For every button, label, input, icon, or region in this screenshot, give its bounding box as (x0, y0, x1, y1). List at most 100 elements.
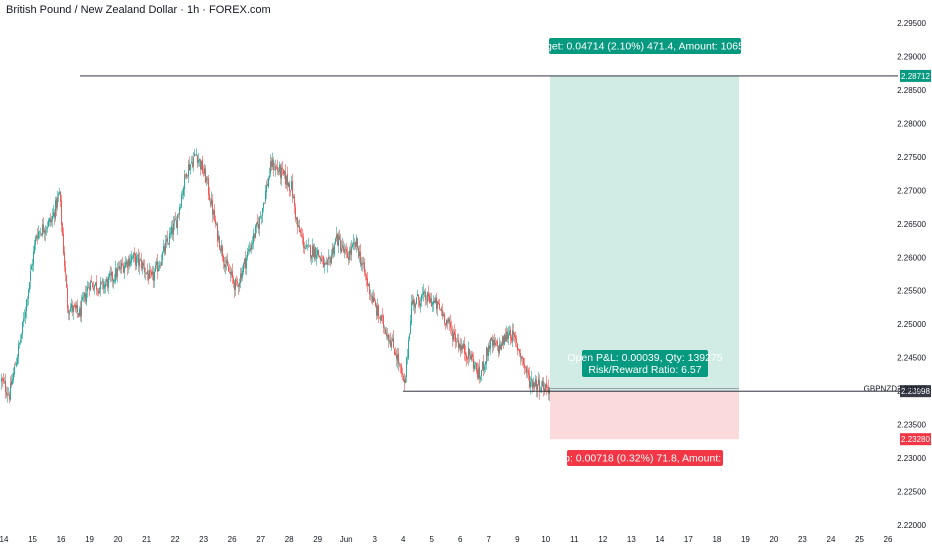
candle (232, 263, 233, 285)
candle (206, 175, 207, 187)
candle (61, 194, 62, 233)
candle (471, 350, 472, 362)
candle (249, 241, 250, 254)
candle (19, 342, 20, 349)
candle (133, 252, 134, 263)
candle (82, 292, 83, 302)
candle (91, 275, 92, 283)
candle (403, 373, 404, 383)
candle (515, 331, 516, 348)
candle (115, 260, 116, 285)
open-pnl-label[interactable]: Open P&L: 0.00039, Qty: 139275Risk/Rewar… (567, 350, 723, 377)
candle (238, 283, 239, 295)
x-tick-label: 14 (655, 535, 664, 544)
candle (288, 182, 289, 188)
target-zone[interactable] (550, 75, 739, 392)
candle (12, 373, 13, 386)
candle (313, 243, 314, 258)
candle (347, 246, 348, 258)
price-axis[interactable]: 2.29500 2.29000 2.28500 2.28000 2.27500 2.270… (864, 19, 931, 530)
candle (485, 361, 486, 372)
candle (444, 312, 445, 326)
candle (36, 234, 37, 242)
candle (149, 262, 150, 280)
candle (352, 242, 353, 249)
candle (239, 278, 240, 293)
stop-label[interactable]: Stop: 0.00718 (0.32%) 71.8, Amount: 990 (548, 450, 742, 466)
candle (433, 295, 434, 312)
candle (93, 281, 94, 291)
target-price-tag-text: 2.28712 (901, 72, 930, 81)
candle (345, 245, 346, 255)
candle (321, 251, 322, 262)
candle (240, 267, 241, 289)
candle (405, 375, 406, 384)
candle (127, 259, 128, 276)
time-axis[interactable]: 14 15 16 19 20 21 22 23 26 27 28 29 Jun 3 4 5 6 7 9 10 11 12 1… (0, 535, 893, 544)
candle (90, 279, 91, 292)
candle (211, 191, 212, 207)
candle (340, 233, 341, 254)
candle (47, 221, 48, 233)
candle (468, 341, 469, 366)
candle (243, 262, 244, 276)
candle (259, 216, 260, 237)
y-tick-label: 2.27500 (897, 153, 926, 162)
candle (162, 251, 163, 266)
candle (516, 335, 517, 348)
candle (87, 280, 88, 298)
candle (308, 237, 309, 248)
y-tick-label: 2.29500 (897, 19, 926, 28)
candle (476, 362, 477, 374)
x-tick-label: 23 (798, 535, 807, 544)
candle (158, 261, 159, 272)
candle (344, 243, 345, 259)
candle (348, 251, 349, 265)
candle (420, 297, 421, 313)
stop-zone[interactable] (550, 391, 739, 440)
candle (212, 194, 213, 223)
candle (250, 243, 251, 252)
candle (545, 383, 546, 392)
candle (208, 175, 209, 200)
candle (422, 286, 423, 300)
candle (430, 293, 431, 304)
candle (16, 357, 17, 367)
candle (173, 216, 174, 242)
candle (140, 258, 141, 262)
target-price-tag[interactable]: 2.28712 (900, 69, 931, 82)
candle (454, 324, 455, 342)
candle (490, 337, 491, 355)
candle (467, 356, 468, 364)
candle (322, 255, 323, 265)
candle (513, 323, 514, 341)
candle (379, 316, 380, 319)
candle (480, 375, 481, 383)
entry-price-tag[interactable]: 2.23998 (900, 385, 931, 398)
candle (460, 337, 461, 357)
candle (6, 386, 7, 399)
candle (496, 340, 497, 347)
candle (247, 247, 248, 261)
candle (270, 154, 271, 178)
candle (180, 203, 181, 211)
candle (521, 356, 522, 362)
candle (400, 363, 401, 374)
candle (364, 258, 365, 277)
candle (11, 374, 12, 388)
candle (302, 228, 303, 245)
candle (244, 258, 245, 269)
target-label[interactable]: Target: 0.04714 (2.10%) 471.4, Amount: 1… (531, 38, 759, 54)
candle (470, 351, 471, 360)
candle (128, 255, 129, 274)
candle (167, 230, 168, 245)
candle (207, 175, 208, 185)
x-tick-label: 28 (285, 535, 294, 544)
candle (334, 242, 335, 257)
candle (307, 244, 308, 251)
candle (223, 254, 224, 270)
stop-price-tag[interactable]: 2.23280 (900, 433, 931, 446)
candle (108, 273, 109, 295)
candle (412, 293, 413, 306)
